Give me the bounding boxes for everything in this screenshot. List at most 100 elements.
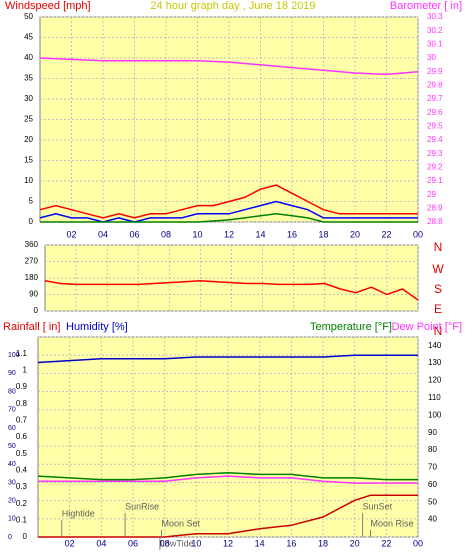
temperature-axis-label: Temperature [°F] [310, 321, 392, 333]
climate-x-tick-label: 16 [286, 538, 296, 548]
climate-x-tick-label: 22 [381, 538, 391, 548]
barometer-tick-label: 29.7 [427, 94, 443, 103]
direction-tick-label: 90 [29, 290, 38, 299]
barometer-tick-label: 30.1 [427, 39, 443, 48]
series-wind-direction [44, 280, 419, 301]
windspeed-tick-label: 35 [24, 74, 33, 83]
chart-title: 24 hour graph day , June 18 2019 [150, 0, 315, 12]
humidity-tick-label: 30 [8, 479, 16, 486]
humidity-tick-label: 40 [8, 461, 16, 468]
wind-x-tick-label: 10 [192, 229, 202, 239]
compass-label: E [434, 302, 442, 316]
temperature-tick-label: 40 [428, 515, 437, 524]
barometer-tick-label: 29.6 [427, 108, 443, 117]
temperature-tick-label: 50 [428, 497, 437, 506]
barometer-axis-label: Barometer [ in] [390, 0, 462, 12]
rainfall-tick-label: 0.9 [16, 382, 28, 391]
temperature-tick-label: 60 [428, 480, 437, 489]
series-temperature [37, 471, 418, 481]
temperature-tick-label: 100 [428, 410, 442, 419]
direction-tick-label: 360 [25, 240, 39, 249]
direction-tick-label: 0 [34, 306, 39, 315]
rainfall-tick-label: 0.3 [16, 482, 28, 491]
temperature-tick-label: 70 [428, 463, 437, 472]
series-humidity [37, 354, 418, 364]
climate-x-tick-label: 10 [191, 538, 201, 548]
windspeed-tick-label: 10 [24, 176, 33, 185]
series-wind-gust [39, 184, 418, 219]
wind-x-tick-label: 06 [129, 229, 139, 239]
wind-x-tick-label: 02 [66, 229, 76, 239]
rainfall-tick-label: 0.2 [16, 499, 28, 508]
rainfall-tick-label: 0.1 [16, 515, 28, 524]
series-wind-average [40, 213, 418, 223]
windspeed-tick-label: 40 [24, 53, 33, 62]
barometer-tick-label: 30.2 [427, 26, 443, 35]
humidity-tick-label: 50 [8, 443, 16, 450]
humidity-tick-label: 80 [8, 388, 16, 395]
series-rainfall [38, 494, 418, 538]
barometer-tick-label: 30 [427, 53, 436, 62]
wind-x-tick-label: 16 [287, 229, 297, 239]
wind-x-tick-label: 04 [98, 229, 108, 239]
rainfall-tick-label: 0.5 [16, 449, 28, 458]
series-dew-point [38, 475, 418, 484]
climate-x-tick-label: 18 [318, 538, 328, 548]
annotation-label: LowTide [160, 538, 194, 548]
barometer-tick-label: 30.3 [427, 12, 443, 21]
barometer-tick-label: 29.5 [427, 121, 443, 130]
temperature-tick-label: 80 [428, 445, 437, 454]
climate-x-tick-label: 06 [128, 538, 138, 548]
rainfall-tick-label: 0.4 [16, 465, 28, 474]
climate-x-tick-label: 14 [255, 538, 265, 548]
compass-label: W [432, 262, 444, 276]
wind-x-tick-label: 20 [350, 229, 360, 239]
annotation-label: SunRise [125, 501, 159, 511]
wind-x-tick-label: 22 [381, 229, 391, 239]
barometer-tick-label: 29.8 [427, 80, 443, 89]
climate-x-tick-label: 02 [65, 538, 75, 548]
humidity-tick-label: 60 [8, 425, 16, 432]
windspeed-tick-label: 20 [24, 135, 33, 144]
wind-x-tick-label: 08 [161, 229, 171, 239]
temperature-tick-label: 120 [428, 376, 442, 385]
wind-x-tick-label: 14 [255, 229, 265, 239]
barometer-tick-label: 29.3 [427, 149, 443, 158]
barometer-tick-label: 29.2 [427, 162, 443, 171]
direction-tick-label: 180 [25, 273, 39, 282]
compass-label: S [434, 282, 442, 296]
windspeed-tick-label: 50 [24, 12, 33, 21]
annotation-label: Hightide [62, 508, 95, 518]
compass-label: N [434, 324, 443, 338]
climate-x-tick-label: 08 [160, 538, 170, 548]
windspeed-tick-label: 45 [24, 33, 33, 42]
windspeed-tick-label: 25 [24, 115, 33, 124]
humidity-tick-label: 0 [8, 534, 12, 541]
humidity-tick-label: 20 [8, 497, 16, 504]
temperature-tick-label: 110 [428, 393, 441, 402]
humidity-tick-label: 10 [8, 516, 16, 523]
humidity-axis-label: Humidity [%] [66, 321, 128, 333]
rainfall-axis-label: Rainfall [ in] [3, 321, 60, 333]
humidity-tick-label: 90 [8, 370, 16, 377]
windspeed-tick-label: 15 [24, 156, 33, 165]
direction-tick-label: 270 [25, 257, 39, 266]
rainfall-tick-label: 0.7 [16, 415, 28, 424]
temperature-tick-label: 140 [428, 341, 442, 350]
windspeed-tick-label: 0 [29, 217, 34, 226]
temperature-tick-label: 130 [428, 358, 442, 367]
rainfall-tick-label: 0 [23, 532, 28, 541]
barometer-tick-label: 29.9 [427, 67, 443, 76]
annotation-label: Moon Set [162, 518, 201, 528]
compass-label: N [434, 240, 443, 254]
humidity-tick-label: 70 [8, 407, 16, 414]
barometer-tick-label: 29 [427, 190, 436, 199]
barometer-tick-label: 28.9 [427, 203, 443, 212]
annotation-label: SunSet [363, 501, 393, 511]
climate-x-tick-label: 04 [96, 538, 106, 548]
series-barometer [39, 57, 419, 76]
wind-x-tick-label: 12 [224, 229, 234, 239]
windspeed-tick-label: 5 [29, 197, 34, 206]
rainfall-tick-label: 1.1 [16, 349, 28, 358]
rainfall-tick-label: 0.8 [16, 399, 28, 408]
